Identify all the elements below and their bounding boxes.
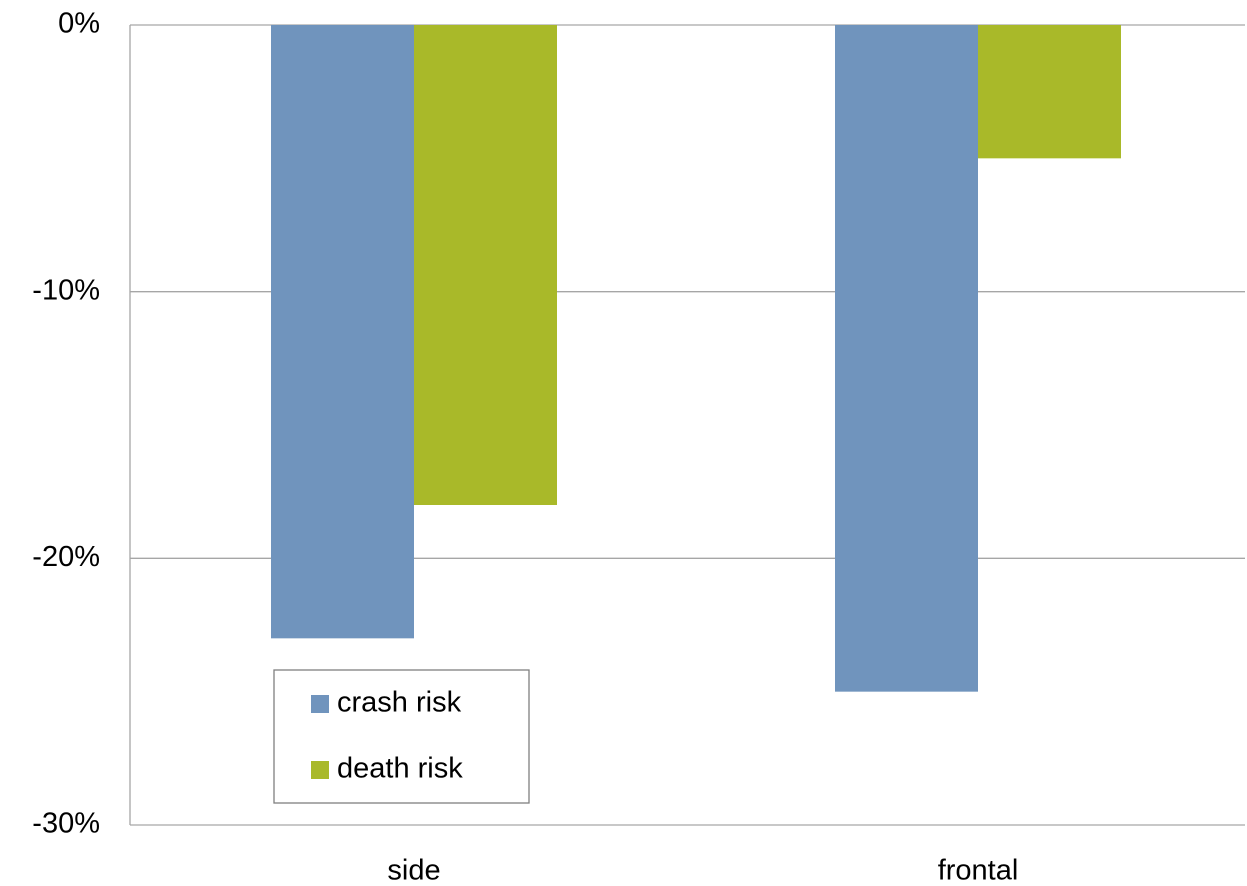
legend-swatch (311, 695, 329, 713)
y-tick-label: -30% (32, 808, 100, 840)
legend-label: crash risk (337, 687, 462, 719)
x-tick-label: side (387, 855, 440, 886)
y-tick-label: -10% (32, 274, 100, 306)
bar (414, 25, 557, 505)
x-tick-label: frontal (938, 855, 1019, 886)
y-tick-label: 0% (58, 8, 100, 40)
bar (835, 25, 978, 692)
legend-box (273, 669, 530, 804)
legend-label: death risk (337, 753, 463, 785)
bar (978, 25, 1121, 159)
legend-swatch (311, 761, 329, 779)
bar (271, 25, 414, 639)
y-tick-label: -20% (32, 541, 100, 573)
